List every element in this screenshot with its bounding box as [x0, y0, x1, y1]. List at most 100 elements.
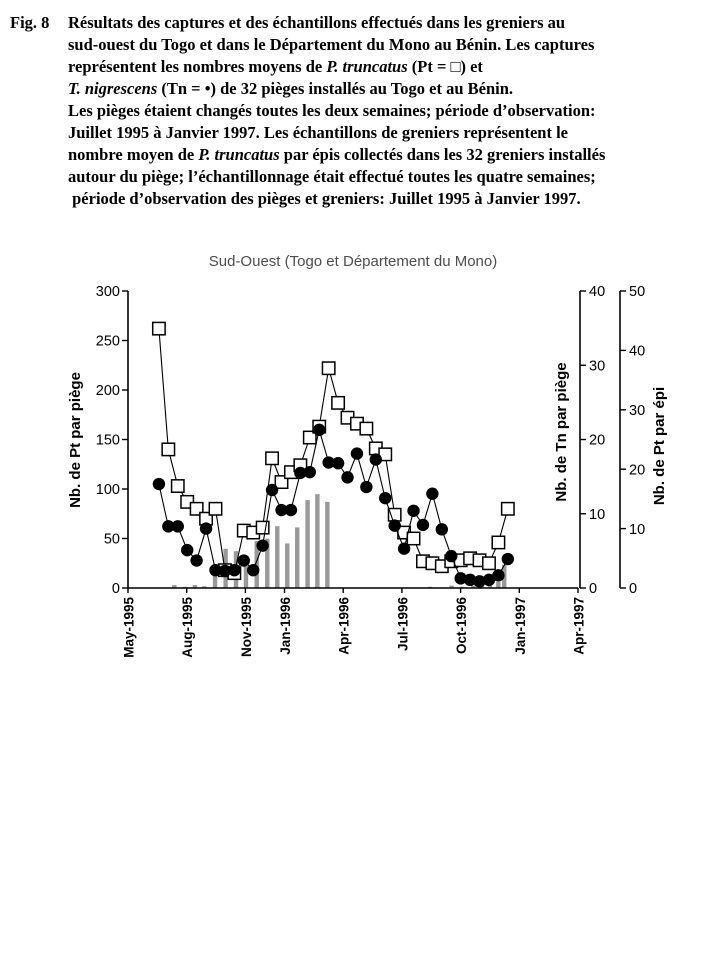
- tn-axis-title: Nb. de Tn par piège: [553, 362, 570, 501]
- tn-point: [426, 487, 439, 500]
- tn-tick-label: 20: [589, 433, 605, 449]
- epi-bar: [192, 585, 198, 588]
- tn-point: [492, 569, 505, 582]
- tn-point: [331, 457, 345, 470]
- tn-point: [445, 549, 458, 563]
- caption-segment: autour du piège; l’échantillonnage était…: [68, 167, 596, 186]
- tn-point: [360, 480, 373, 494]
- tn-point: [407, 504, 420, 517]
- caption-segment: sud-ouest du Togo et dans le Département…: [68, 35, 595, 54]
- left-axis-title: Nb. de Pt par piège: [67, 372, 84, 508]
- epi-tick-label: 50: [629, 284, 645, 300]
- tn-point: [463, 573, 477, 587]
- epi-axis: 0 10 20 30 40 50 Nb. de Pt par épi: [619, 284, 668, 597]
- tn-point: [237, 554, 250, 567]
- caption-segment: Résultats des captures et des échantillo…: [68, 13, 566, 32]
- tn-point: [501, 552, 515, 566]
- tn-point: [303, 465, 316, 479]
- tn-point: [284, 503, 298, 517]
- tn-point: [247, 563, 260, 577]
- epi-tick-label: 40: [629, 344, 645, 360]
- epi-bar: [305, 500, 310, 588]
- epi-bar: [295, 527, 300, 588]
- tn-tick-label: 0: [589, 581, 597, 597]
- epi-bar: [471, 585, 476, 588]
- x-tick-label: Aug-1995: [180, 597, 195, 658]
- epi-bar: [275, 526, 280, 588]
- tn-point: [322, 456, 335, 469]
- pt-point: [170, 479, 185, 493]
- tn-point: [162, 520, 175, 533]
- caption-segment: nombre moyen de: [68, 145, 199, 164]
- x-tick-label: Jul-1996: [395, 597, 410, 652]
- epi-bar: [285, 543, 290, 588]
- epi-tick-label: 10: [629, 522, 645, 538]
- tn-point: [416, 518, 430, 532]
- caption-line: représentent les nombres moyens de P. tr…: [68, 56, 715, 78]
- pt-point: [265, 451, 280, 466]
- pt-point: [255, 520, 270, 535]
- caption-line: période d’observation des pièges et gren…: [68, 188, 715, 210]
- epi-axis-title: Nb. de Pt par épi: [651, 387, 668, 505]
- pt-point: [302, 430, 317, 445]
- x-axis: May-1995 Aug-1995 Nov-1995 Jan-1996 Apr-1996…: [122, 587, 586, 658]
- figure-caption: Fig. 8 Résultats des captures et des éch…: [10, 12, 715, 210]
- left-tick-label: 50: [104, 532, 120, 548]
- epi-bar: [172, 585, 177, 588]
- tn-point: [313, 423, 326, 437]
- caption-segment: représentent les nombres moyens de: [68, 57, 327, 76]
- tn-point: [199, 522, 213, 535]
- x-tick-label: Jan-1997: [513, 597, 528, 655]
- tn-point: [275, 503, 288, 517]
- epi-bar: [325, 501, 330, 588]
- species-name: P. truncatus: [198, 145, 280, 164]
- caption-segment: Juillet 1995 à Janvier 1997. Les échanti…: [68, 123, 568, 142]
- tn-point: [435, 523, 449, 536]
- left-tick-label: 150: [96, 433, 120, 449]
- tn-point: [218, 564, 232, 578]
- tn-point: [379, 491, 392, 505]
- pt-point: [482, 556, 496, 571]
- tn-point: [265, 483, 279, 497]
- caption-line: Résultats des captures et des échantillo…: [68, 12, 715, 34]
- tn-tick-label: 10: [589, 507, 605, 523]
- pt-point: [387, 507, 402, 522]
- left-tick-label: 250: [96, 334, 120, 350]
- epi-bar: [243, 566, 249, 588]
- species-name: T. nigrescens: [68, 79, 158, 98]
- pt-point: [500, 501, 515, 516]
- caption-segment: période d’observation des pièges et gren…: [68, 189, 581, 208]
- caption-line: nombre moyen de P. truncatus par épis co…: [68, 144, 715, 166]
- tn-point: [454, 572, 467, 585]
- tn-point: [152, 477, 166, 491]
- pt-point: [151, 321, 166, 336]
- pt-point: [406, 531, 421, 546]
- x-tick-label: May-1995: [122, 597, 137, 658]
- tn-point: [171, 520, 184, 533]
- pt-point: [359, 421, 374, 436]
- left-tick-label: 100: [96, 482, 120, 498]
- tn-point: [190, 554, 203, 567]
- chart-canvas: 0 50 100 150 200 250 300 Nb. de Pt par piège May…: [67, 284, 668, 658]
- epi-bar: [315, 494, 320, 588]
- pt-point: [491, 535, 506, 550]
- left-axis: 0 50 100 150 200 250 300 Nb. de Pt par piège: [67, 284, 129, 597]
- left-tick-label: 300: [96, 284, 120, 300]
- caption-segment: Les pièges étaient changés toutes les de…: [68, 101, 596, 120]
- species-name: P. truncatus: [326, 57, 408, 76]
- epi-tick-label: 30: [629, 403, 645, 419]
- figure-number: Fig. 8: [10, 13, 50, 32]
- x-tick-label: Nov-1995: [239, 597, 254, 658]
- chart-title: Sud-Ouest (Togo et Département du Mono): [208, 253, 498, 270]
- tn-point: [369, 453, 383, 466]
- tn-point: [294, 466, 307, 480]
- pt-point: [208, 501, 223, 516]
- caption-text: Résultats des captures et des échantillo…: [68, 12, 715, 210]
- caption-line: autour du piège; l’échantillonnage était…: [68, 166, 715, 188]
- tn-point: [350, 447, 364, 460]
- x-tick-label: Oct-1996: [454, 597, 469, 655]
- left-tick-label: 200: [96, 383, 120, 399]
- caption-line: T. nigrescens (Tn = •) de 32 pièges inst…: [68, 78, 715, 100]
- pt-point: [161, 442, 176, 457]
